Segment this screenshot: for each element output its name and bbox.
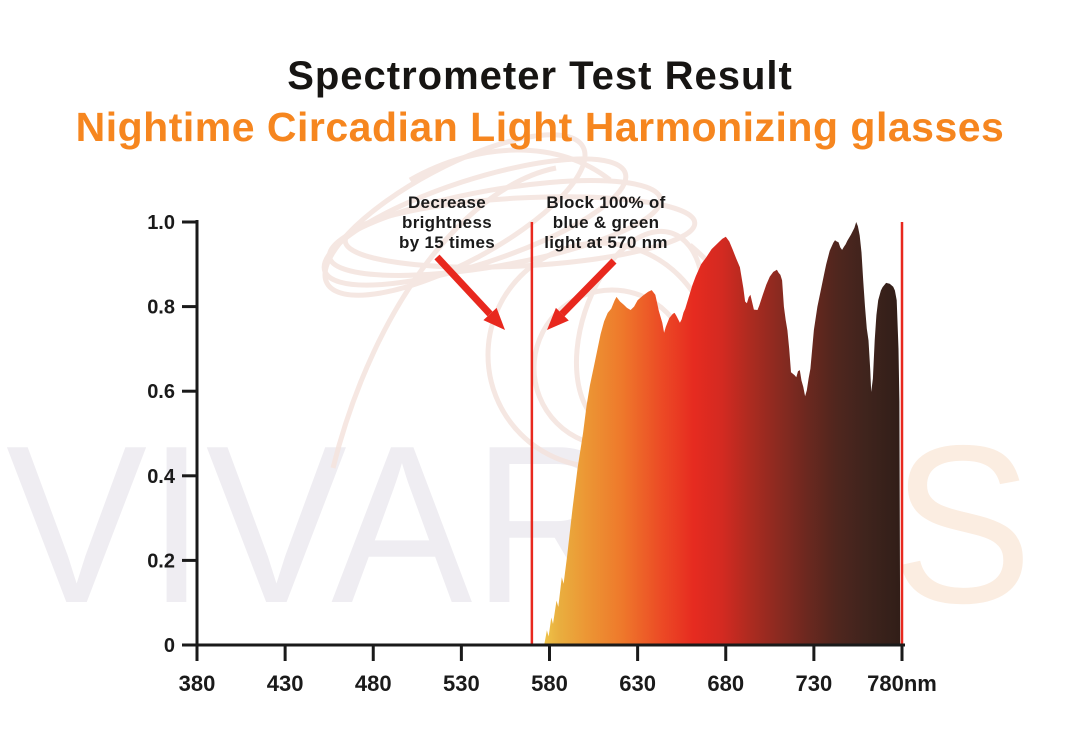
page-subtitle: Nightime Circadian Light Harmonizing gla… — [75, 104, 1005, 150]
watermark-gray-letters: VIVARA — [6, 398, 751, 650]
x-tick-label: 630 — [619, 671, 656, 696]
annotation-line: blue & green — [552, 213, 660, 232]
x-tick-label: 380 — [179, 671, 216, 696]
arrow-shaft — [559, 258, 617, 317]
x-tick-label: 580 — [531, 671, 568, 696]
x-tick-label: 730 — [796, 671, 833, 696]
arrow-decrease-brightness — [434, 254, 505, 330]
annotation-line: Decrease — [407, 193, 487, 212]
arrow-head — [547, 307, 569, 330]
arrow-block-blue-green — [547, 258, 617, 330]
arrow-head — [483, 307, 505, 330]
x-tick-group: 380 430 480 530 580 630 680 730 780nm — [179, 645, 937, 696]
annotation-line: Block 100% of — [546, 193, 666, 212]
annotation-line: light at 570 nm — [544, 233, 668, 252]
watermark-peach-letters: YS — [750, 398, 1033, 650]
page-title: Spectrometer Test Result — [287, 54, 793, 98]
x-tick-label: 680 — [707, 671, 744, 696]
annotation-line: by 15 times — [399, 233, 495, 252]
x-tick-label: 480 — [355, 671, 392, 696]
annotation-block-blue-green: Block 100% of blue & green light at 570 … — [511, 193, 701, 253]
x-tick-label: 430 — [267, 671, 304, 696]
swirl-arc-top — [408, 147, 612, 183]
annotation-line: brightness — [402, 213, 492, 232]
y-tick-label: 1.0 — [147, 212, 175, 234]
x-tick-label: 530 — [443, 671, 480, 696]
vivarays-watermark: VIVARAYS — [6, 412, 1033, 637]
y-tick-label: 0.8 — [147, 297, 175, 319]
annotation-decrease-brightness: Decrease brightness by 15 times — [357, 193, 537, 253]
arrow-shaft — [434, 254, 493, 317]
x-tick-label: 780nm — [867, 671, 937, 696]
